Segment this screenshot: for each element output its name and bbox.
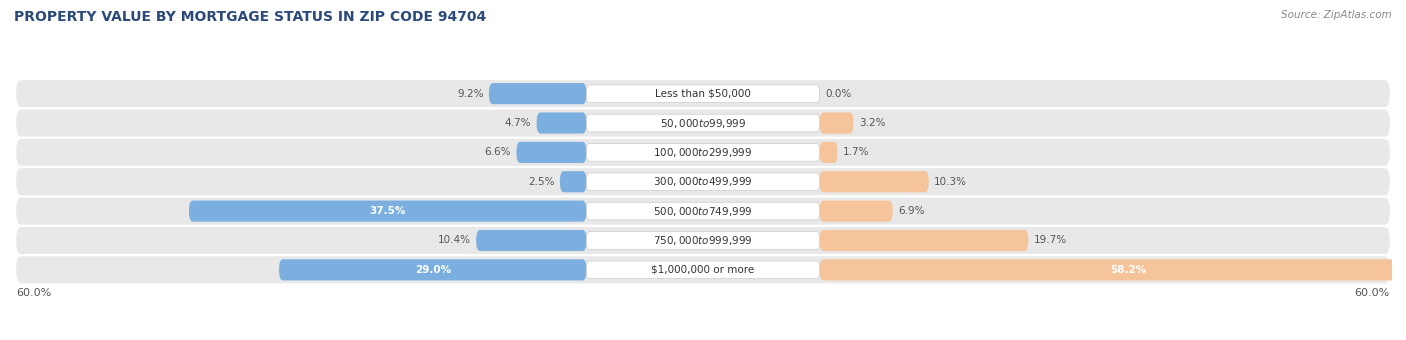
FancyBboxPatch shape [820, 201, 893, 222]
FancyBboxPatch shape [17, 256, 1389, 283]
Text: $100,000 to $299,999: $100,000 to $299,999 [654, 146, 752, 159]
Text: 3.2%: 3.2% [859, 118, 886, 128]
Text: $300,000 to $499,999: $300,000 to $499,999 [654, 175, 752, 188]
FancyBboxPatch shape [560, 171, 586, 192]
FancyBboxPatch shape [477, 230, 586, 251]
FancyBboxPatch shape [17, 80, 1389, 107]
FancyBboxPatch shape [586, 261, 820, 279]
Text: 1.7%: 1.7% [844, 147, 869, 157]
Text: Source: ZipAtlas.com: Source: ZipAtlas.com [1281, 10, 1392, 20]
FancyBboxPatch shape [489, 83, 586, 104]
FancyBboxPatch shape [586, 202, 820, 220]
Text: $500,000 to $749,999: $500,000 to $749,999 [654, 205, 752, 218]
FancyBboxPatch shape [820, 113, 853, 134]
Text: 2.5%: 2.5% [529, 177, 554, 187]
FancyBboxPatch shape [586, 85, 820, 102]
FancyBboxPatch shape [537, 113, 586, 134]
Text: 6.6%: 6.6% [485, 147, 512, 157]
Text: Less than $50,000: Less than $50,000 [655, 89, 751, 99]
FancyBboxPatch shape [17, 109, 1389, 137]
Text: 29.0%: 29.0% [415, 265, 451, 275]
FancyBboxPatch shape [820, 171, 929, 192]
FancyBboxPatch shape [820, 230, 1028, 251]
FancyBboxPatch shape [586, 114, 820, 132]
FancyBboxPatch shape [17, 168, 1389, 195]
FancyBboxPatch shape [17, 198, 1389, 225]
FancyBboxPatch shape [586, 173, 820, 190]
Text: 0.0%: 0.0% [825, 89, 851, 99]
Text: 19.7%: 19.7% [1033, 236, 1067, 245]
Text: 37.5%: 37.5% [370, 206, 406, 216]
Text: 6.9%: 6.9% [898, 206, 925, 216]
FancyBboxPatch shape [820, 259, 1406, 280]
Text: 9.2%: 9.2% [457, 89, 484, 99]
FancyBboxPatch shape [586, 143, 820, 161]
Text: PROPERTY VALUE BY MORTGAGE STATUS IN ZIP CODE 94704: PROPERTY VALUE BY MORTGAGE STATUS IN ZIP… [14, 10, 486, 24]
Text: 10.4%: 10.4% [437, 236, 471, 245]
FancyBboxPatch shape [188, 201, 586, 222]
Text: 58.2%: 58.2% [1109, 265, 1146, 275]
Text: $50,000 to $99,999: $50,000 to $99,999 [659, 117, 747, 130]
FancyBboxPatch shape [516, 142, 586, 163]
Text: 60.0%: 60.0% [1354, 288, 1389, 298]
Text: 60.0%: 60.0% [17, 288, 52, 298]
Text: $750,000 to $999,999: $750,000 to $999,999 [654, 234, 752, 247]
FancyBboxPatch shape [17, 227, 1389, 254]
Text: 4.7%: 4.7% [505, 118, 531, 128]
FancyBboxPatch shape [586, 232, 820, 249]
Text: 10.3%: 10.3% [934, 177, 967, 187]
Text: $1,000,000 or more: $1,000,000 or more [651, 265, 755, 275]
FancyBboxPatch shape [820, 142, 838, 163]
FancyBboxPatch shape [278, 259, 586, 280]
FancyBboxPatch shape [17, 139, 1389, 166]
